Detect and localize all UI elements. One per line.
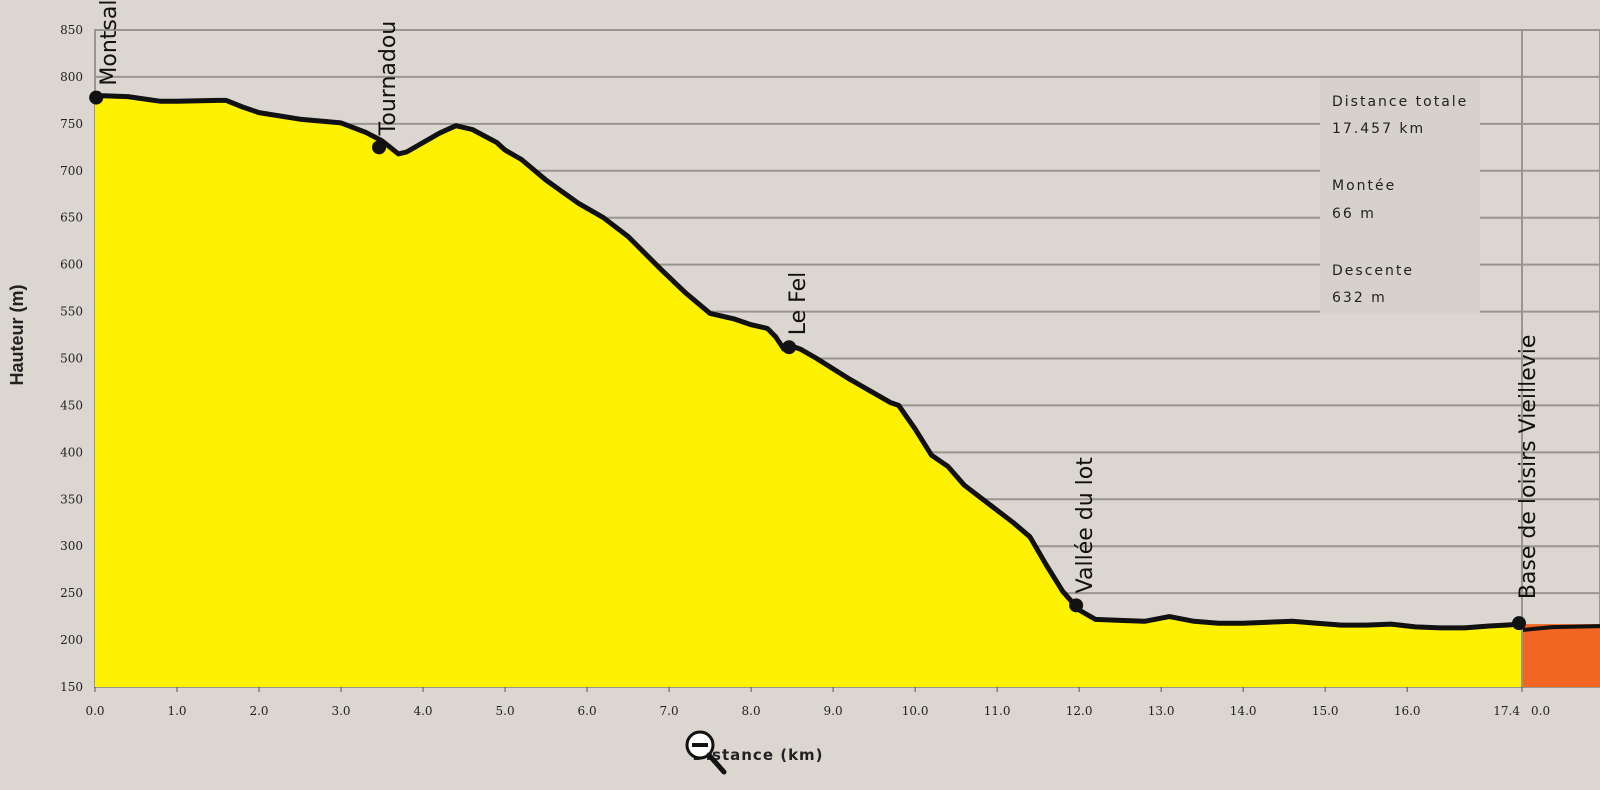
x-tick-label: 3.0 bbox=[331, 704, 350, 718]
waypoint-marker[interactable] bbox=[1069, 598, 1084, 613]
stat-value-descent: 632 m bbox=[1332, 290, 1387, 306]
x-tick-label: 9.0 bbox=[824, 704, 843, 718]
y-tick-label: 850 bbox=[60, 23, 83, 37]
waypoint-marker[interactable] bbox=[372, 140, 387, 155]
y-tick-label: 300 bbox=[60, 539, 83, 553]
x-tick-label: 11.0 bbox=[984, 704, 1011, 718]
waypoints: Montsalvy Tournadou Le Fel Vallée du lot Bas… bbox=[89, 0, 1541, 631]
y-tick-label: 500 bbox=[60, 352, 83, 366]
stat-label-distance: Distance totale bbox=[1332, 94, 1468, 110]
x-tick-label: 7.0 bbox=[660, 704, 679, 718]
waypoint-label: Le Fel bbox=[786, 272, 811, 336]
next-segment-area bbox=[1522, 624, 1600, 687]
x-tick-label: 13.0 bbox=[1148, 704, 1175, 718]
stat-value-ascent: 66 m bbox=[1332, 206, 1376, 222]
waypoint-marker[interactable] bbox=[89, 90, 104, 105]
y-axis-label: Hauteur (m) bbox=[7, 284, 27, 385]
waypoint-label: Montsalvy bbox=[97, 0, 122, 86]
waypoint-marker[interactable] bbox=[1512, 616, 1526, 631]
y-tick-label: 150 bbox=[60, 680, 83, 694]
elevation-area bbox=[95, 95, 1522, 687]
y-tick-label: 650 bbox=[60, 211, 83, 225]
y-tick-label: 350 bbox=[60, 492, 83, 506]
waypoint-label: Tournadou bbox=[376, 21, 401, 137]
x-tick-label: 4.0 bbox=[413, 704, 432, 718]
y-tick-label: 250 bbox=[60, 586, 83, 600]
x-axis-label: Distance (km) bbox=[692, 746, 823, 764]
stat-value-distance: 17.457 km bbox=[1332, 121, 1425, 137]
x-tick-label: 0.0 bbox=[85, 704, 104, 718]
stat-label-descent: Descente bbox=[1332, 263, 1414, 279]
x-tick-label: 15.0 bbox=[1312, 704, 1339, 718]
x-tick-label: 6.0 bbox=[578, 704, 597, 718]
next-segment-tick: 0.0 bbox=[1531, 704, 1550, 718]
y-tick-label: 800 bbox=[60, 70, 83, 84]
x-tick-label: 16.0 bbox=[1394, 704, 1421, 718]
next-segment-line bbox=[1521, 624, 1600, 633]
x-tick-label: 1.0 bbox=[167, 704, 186, 718]
stats-box: Distance totale 17.457 km Montée 66 m De… bbox=[1320, 78, 1480, 314]
x-tick-label: 10.0 bbox=[902, 704, 929, 718]
waypoint-label: Vallée du lot bbox=[1073, 457, 1098, 594]
y-tick-label: 450 bbox=[60, 398, 83, 412]
x-tick-label: 17.4 bbox=[1493, 704, 1520, 718]
elevation-line bbox=[94, 93, 1523, 631]
x-tick-label: 14.0 bbox=[1230, 704, 1257, 718]
waypoint-label: Base de loisirs Vieillevie bbox=[1516, 335, 1541, 600]
y-tick-label: 750 bbox=[60, 117, 83, 131]
zoom-out-icon[interactable] bbox=[685, 730, 727, 775]
y-tick-label: 400 bbox=[60, 445, 83, 459]
x-tick-label: 5.0 bbox=[496, 704, 515, 718]
axis-ticks: 150 200 250 300 350 400 450 500 550 600 650 700 750 8… bbox=[60, 23, 1550, 718]
y-tick-label: 600 bbox=[60, 258, 83, 272]
x-tick-label: 12.0 bbox=[1066, 704, 1093, 718]
x-tick-label: 2.0 bbox=[249, 704, 268, 718]
y-tick-label: 200 bbox=[60, 633, 83, 647]
y-tick-label: 700 bbox=[60, 164, 83, 178]
x-tick-label: 8.0 bbox=[742, 704, 761, 718]
y-tick-label: 550 bbox=[60, 305, 83, 319]
stat-label-ascent: Montée bbox=[1332, 178, 1396, 194]
waypoint-marker[interactable] bbox=[782, 340, 797, 355]
